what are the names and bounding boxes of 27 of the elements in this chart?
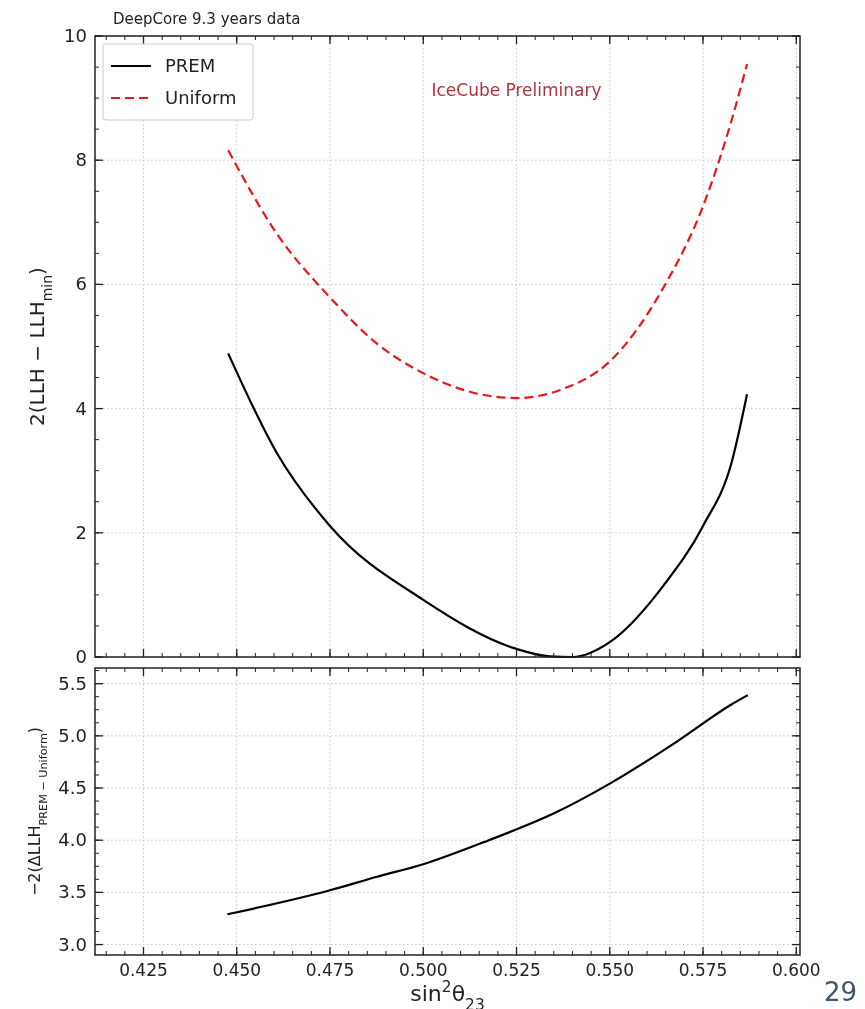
y-tick-label: 5.5 [58, 672, 87, 694]
y-tick-label: 10 [64, 25, 87, 46]
x-tick-label: 0.600 [771, 960, 821, 980]
y-tick-label: 4.5 [58, 777, 87, 799]
x-tick-label: 0.500 [398, 960, 448, 980]
x-tick-label: 0.550 [585, 960, 635, 980]
y-tick-label: 6 [75, 273, 87, 295]
line-series [226, 694, 749, 916]
annotation: IceCube Preliminary [431, 80, 602, 100]
line-series [227, 352, 749, 659]
legend-label: Uniform [165, 87, 237, 108]
x-tick-label: 0.450 [212, 960, 262, 980]
x-tick-label: 0.525 [492, 960, 541, 980]
text: 29 [823, 977, 857, 1007]
x-tick-label: 0.575 [678, 960, 728, 980]
y-tick-label: 3.5 [58, 881, 87, 903]
y-tick-label: 2 [75, 521, 87, 543]
y-tick-label: 5.0 [58, 724, 87, 746]
y-tick-label: 3.0 [58, 933, 87, 955]
y-tick-label: 4.0 [58, 829, 87, 851]
y-tick-label: 0 [75, 646, 87, 667]
y-tick-label: 8 [75, 149, 87, 171]
chart-title: DeepCore 9.3 years data [113, 10, 301, 28]
legend-label: PREM [165, 55, 216, 76]
y-tick-label: 4 [75, 397, 87, 419]
x-tick-label: 0.425 [119, 960, 168, 980]
x-tick-label: 0.475 [305, 960, 355, 980]
